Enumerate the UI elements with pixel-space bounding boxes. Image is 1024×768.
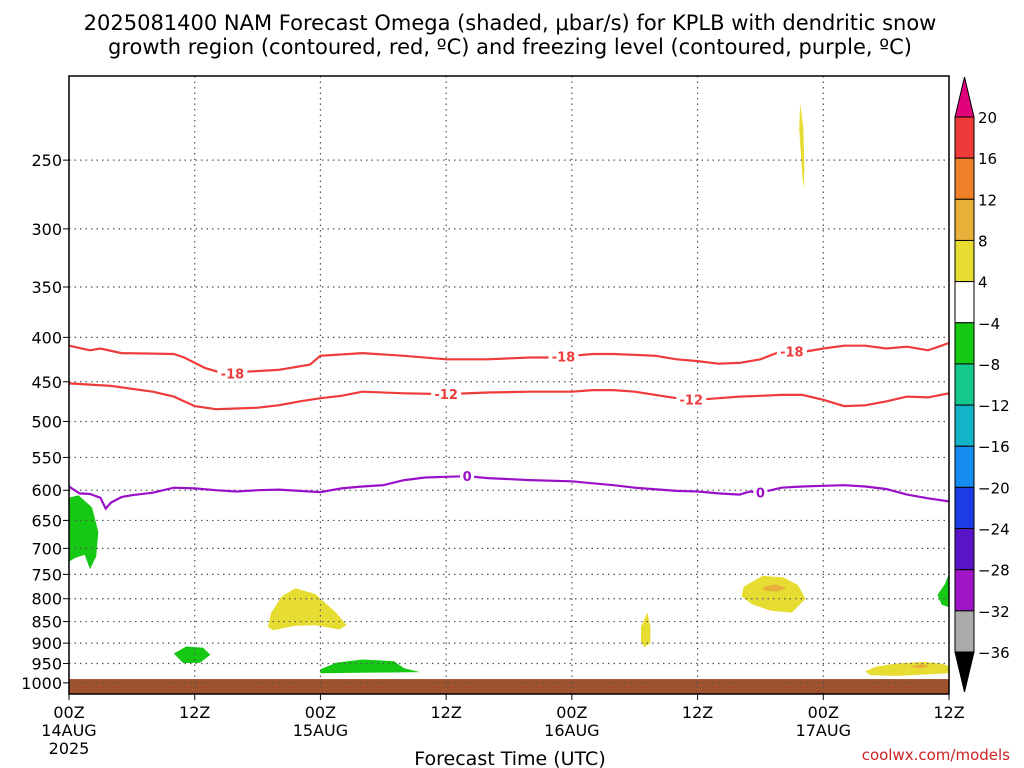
x-tick-label-0: 00Z [53,703,84,722]
colorbar-tick-label-12: −32 [978,603,1010,621]
contour-line-3 [68,475,950,511]
omega-region-8 [762,584,787,592]
contour-label-bg-3-1 [460,468,475,485]
colorbar-bin-13 [954,610,975,653]
contour-label-3-2: 0 [756,487,765,502]
y-tick-label-700: 700 [31,539,62,558]
colorbar-tick-label-3: 8 [978,232,988,250]
colorbar-bin-7 [954,363,975,406]
colorbar-bin-4 [954,239,975,283]
contour-label-bg-1-1 [217,365,248,382]
colorbar-bin-5 [954,281,975,324]
colorbar-tick-label-4: 4 [978,274,988,292]
omega-region-2 [173,646,211,664]
colorbar-bin-3 [954,198,975,241]
x-tick-label-3: 12Z [430,703,461,722]
chart-title-line-1: 2025081400 NAM Forecast Omega (shaded, μ… [84,11,937,35]
x-tick-sublabel-2-0: 15AUG [293,721,348,740]
y-tick-label-300: 300 [31,220,62,239]
x-tick-label-4: 00Z [556,703,587,722]
colorbar-tick-label-6: −8 [978,356,1000,374]
y-tick-label-750: 750 [31,565,62,584]
colorbar-tick-label-9: −20 [978,479,1010,497]
contour-label-2-1: -12 [434,388,458,403]
x-tick-sublabel-6-0: 17AUG [796,721,851,740]
colorbar-tick-label-8: −16 [978,438,1010,456]
x-axis-label: Forecast Time (UTC) [414,748,605,768]
contour-label-bg-3-2 [753,484,768,501]
colorbar-bin-2 [954,157,975,200]
y-tick-label-850: 850 [31,613,62,632]
y-tick-label-900: 900 [31,634,62,653]
x-tick-sublabel-0-0: 14AUG [41,721,96,740]
contour-label-bg-2-2 [676,391,707,408]
y-tick-label-250: 250 [31,151,62,170]
contour-line-2 [68,382,950,411]
colorbar-tick-label-10: −24 [978,521,1010,539]
y-tick-label-350: 350 [31,278,62,297]
contour-label-3-1: 0 [463,470,472,485]
y-tick-label-950: 950 [31,655,62,674]
colorbar-tick-label-2: 12 [978,191,997,209]
plot-background [69,76,949,694]
colorbar-tick-label-0: 20 [978,109,997,127]
colorbar-bin-12 [954,569,975,612]
colorbar-bin-bottom [954,651,975,693]
omega-region-10 [865,661,949,676]
colorbar: 20 16 12 8 4 −4 −8 −12 −16 −20 −24 −28 −32 −36 [954,76,1010,693]
omega-region-5 [268,588,347,631]
colorbar-bin-top [954,76,975,118]
y-tick-label-550: 550 [31,448,62,467]
omega-region-9 [799,103,805,190]
omega-region-4 [937,573,949,608]
omega-region-6 [641,612,651,648]
plot-area: -18 -18 -18 -12 -12 0 0 [68,76,950,694]
axes: 250 300 350 400 450 500 550 600 650 700 750 800 850 9… [21,75,965,758]
colorbar-bin-6 [954,322,975,365]
x-tick-label-7: 12Z [933,703,964,722]
ground-surface [69,679,949,694]
colorbar-bin-1 [954,116,975,159]
y-tick-label-450: 450 [31,373,62,392]
contour-label-bg-1-2 [548,348,579,365]
y-tick-label-1000: 1000 [21,674,62,693]
contour-label-1-3: -18 [780,346,804,361]
y-tick-label-400: 400 [31,328,62,347]
contour-label-bg-2-1 [431,386,462,403]
y-tick-label-500: 500 [31,412,62,431]
colorbar-bin-9 [954,445,975,488]
y-tick-label-800: 800 [31,590,62,609]
omega-region-11 [909,664,931,669]
omega-region-7 [741,575,806,613]
y-tick-label-600: 600 [31,481,62,500]
y-tick-label-650: 650 [31,511,62,530]
colorbar-tick-label-1: 16 [978,150,997,168]
x-tick-sublabel-0-1: 2025 [49,739,90,758]
chart-title-line-2: growth region (contoured, red, ºC) and f… [108,35,912,59]
x-tick-label-5: 12Z [682,703,713,722]
colorbar-tick-label-5: −4 [978,315,1000,333]
colorbar-bin-11 [954,528,975,571]
colorbar-tick-label-13: −36 [978,644,1010,662]
x-tick-sublabel-4-0: 16AUG [544,721,599,740]
omega-region-1 [69,495,99,570]
credit-text: coolwx.com/models [862,746,1010,764]
contour-label-1-2: -18 [552,350,576,365]
x-tick-label-6: 00Z [808,703,839,722]
colorbar-bin-8 [954,404,975,447]
x-tick-label-2: 00Z [305,703,336,722]
contour-label-1-1: -18 [221,367,245,382]
plot-frame [68,75,950,695]
colorbar-tick-label-7: −12 [978,397,1010,415]
colorbar-tick-label-11: −28 [978,562,1010,580]
colorbar-bin-10 [954,486,975,530]
contour-label-2-2: -12 [680,393,704,408]
x-tick-label-1: 12Z [179,703,210,722]
contour-label-bg-1-3 [776,343,807,360]
